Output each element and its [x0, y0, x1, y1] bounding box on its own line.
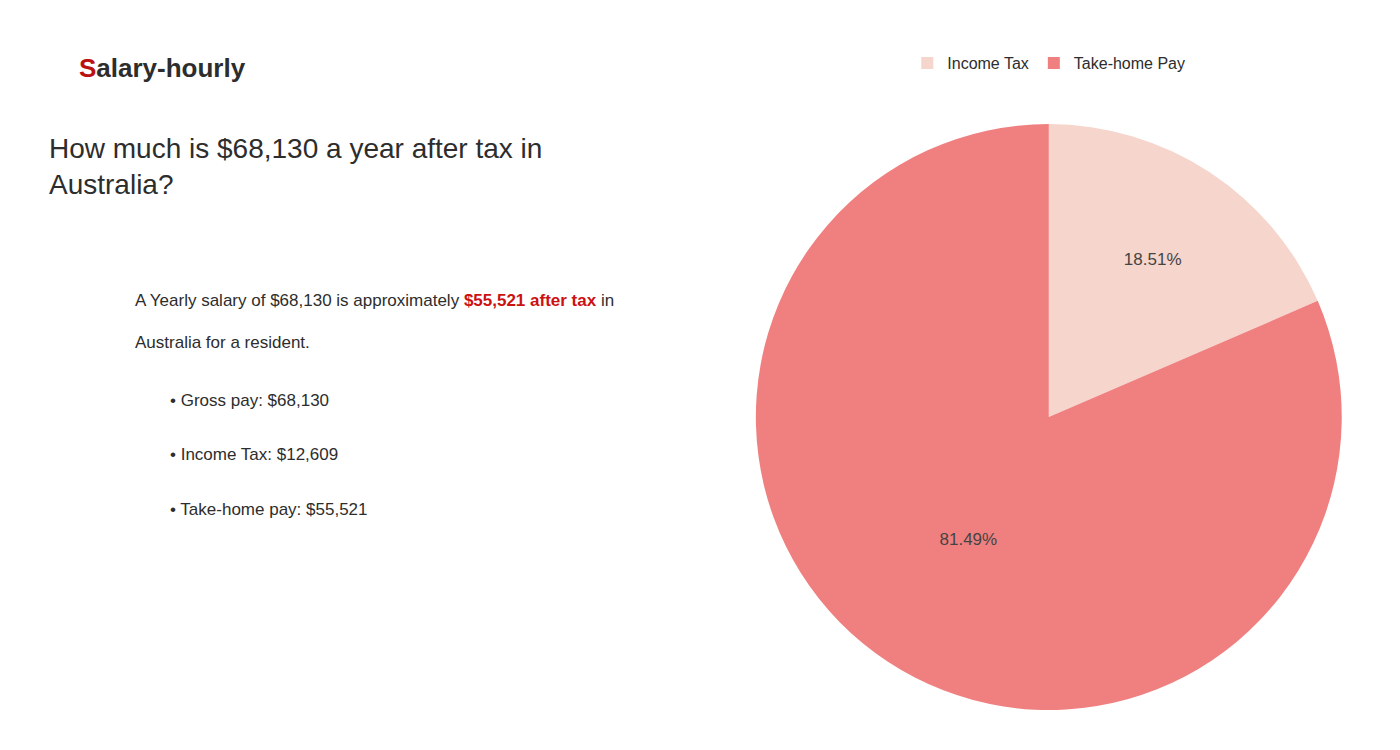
svg-text:How much is $68,130 a year aft: How much is $68,130 a year after tax inA… — [49, 133, 542, 200]
svg-text:• Take-home pay: $55,521: • Take-home pay: $55,521 — [170, 500, 368, 519]
svg-text:18.51%: 18.51% — [1124, 250, 1182, 269]
svg-text:A Yearly salary of $68,130 is: A Yearly salary of $68,130 is approximat… — [135, 291, 614, 310]
svg-text:Take-home Pay: Take-home Pay — [1074, 55, 1185, 72]
svg-text:Australia for a resident.: Australia for a resident. — [135, 333, 310, 352]
svg-text:Income Tax: Income Tax — [947, 55, 1029, 72]
svg-text:• Income Tax: $12,609: • Income Tax: $12,609 — [170, 445, 338, 464]
svg-text:• Gross pay: $68,130: • Gross pay: $68,130 — [170, 391, 329, 410]
svg-text:Salary-hourly: Salary-hourly — [79, 53, 246, 83]
svg-text:81.49%: 81.49% — [940, 530, 998, 549]
